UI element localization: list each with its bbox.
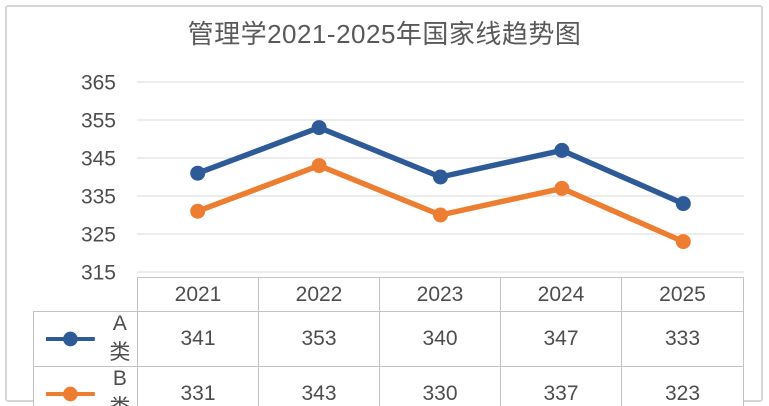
value-cell: 333 (621, 311, 744, 367)
series-a-marker (311, 120, 327, 136)
legend-entry-series-b: B类 (34, 367, 137, 406)
value-cell: 341 (137, 311, 259, 367)
series-a-marker (554, 142, 570, 158)
series-a-line (194, 124, 687, 207)
value-cell: 330 (379, 366, 501, 406)
series-b-marker (675, 234, 691, 250)
year-header: 2025 (621, 277, 744, 312)
table-row-series-a: A类 341 353 340 347 333 (33, 311, 744, 367)
series-b-marker (190, 203, 206, 219)
table-row-series-b: B类 331 343 330 337 323 (33, 366, 744, 406)
y-axis-tick-label: 365 (81, 72, 116, 95)
series-b-marker (311, 158, 327, 174)
year-header: 2021 (137, 277, 259, 312)
y-axis-tick-label: 355 (81, 110, 116, 133)
series-a-marker (675, 196, 691, 212)
series-a-legend-key-icon (45, 331, 95, 347)
series-b-marker (554, 180, 570, 196)
value-cell: 331 (137, 366, 259, 406)
value-cell: 337 (500, 366, 622, 406)
table-corner-cell (34, 278, 138, 312)
y-axis-tick-label: 325 (81, 224, 116, 247)
series-b-label: B类 (109, 367, 130, 406)
year-header: 2023 (379, 277, 501, 312)
value-cell: 353 (258, 311, 380, 367)
value-cell: 323 (621, 366, 744, 406)
y-axis-tick-label: 345 (81, 148, 116, 171)
value-cell: 347 (500, 311, 622, 367)
series-b-legend-key-icon (45, 386, 95, 402)
series-a-marker (190, 165, 206, 181)
value-cell: 340 (379, 311, 501, 367)
table-header-row: 2021 2022 2023 2024 2025 (34, 277, 744, 312)
y-axis-tick-label: 335 (81, 186, 116, 209)
year-header: 2024 (500, 277, 622, 312)
chart-title: 管理学2021-2025年国家线趋势图 (187, 19, 582, 49)
data-table: 2021 2022 2023 2024 2025 A类 341 353 340 … (33, 277, 744, 406)
series-a-label: A类 (109, 312, 131, 364)
y-axis-tick-label: 315 (81, 262, 116, 285)
legend-entry-series-a: A类 (34, 312, 137, 366)
value-cell: 343 (258, 366, 380, 406)
year-header: 2022 (258, 277, 380, 312)
series-b-marker (433, 207, 448, 223)
legend-cell-series-b: B类 (33, 366, 138, 406)
series-a-marker (433, 169, 448, 185)
legend-cell-series-a: A类 (33, 311, 138, 367)
